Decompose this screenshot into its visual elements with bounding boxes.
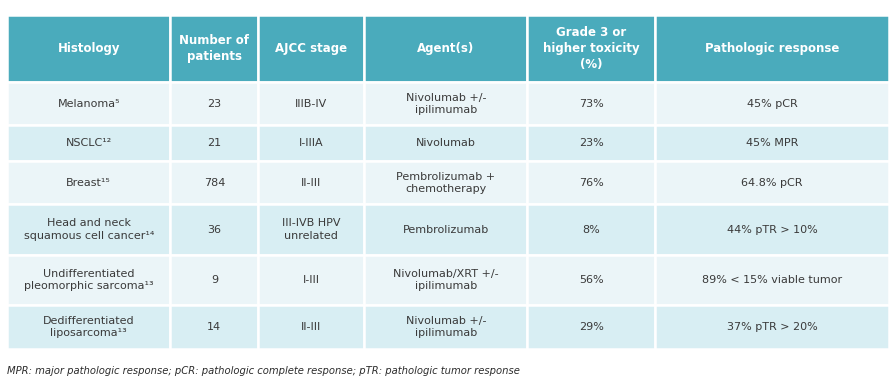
Text: Undifferentiated
pleomorphic sarcoma¹³: Undifferentiated pleomorphic sarcoma¹³	[24, 269, 153, 291]
Text: 8%: 8%	[582, 225, 600, 235]
Text: I-IIIA: I-IIIA	[299, 138, 323, 148]
Text: II-III: II-III	[301, 178, 322, 188]
FancyBboxPatch shape	[7, 126, 170, 161]
FancyBboxPatch shape	[655, 161, 889, 205]
FancyBboxPatch shape	[7, 15, 170, 82]
FancyBboxPatch shape	[528, 15, 655, 82]
FancyBboxPatch shape	[655, 305, 889, 349]
Text: Pembrolizumab: Pembrolizumab	[402, 225, 489, 235]
FancyBboxPatch shape	[258, 82, 365, 126]
FancyBboxPatch shape	[528, 205, 655, 255]
Text: 45% MPR: 45% MPR	[745, 138, 798, 148]
FancyBboxPatch shape	[258, 15, 365, 82]
FancyBboxPatch shape	[655, 126, 889, 161]
Text: Nivolumab +/-
ipilimumab: Nivolumab +/- ipilimumab	[406, 316, 486, 338]
Text: 14: 14	[207, 322, 221, 332]
Text: Melanoma⁵: Melanoma⁵	[57, 99, 120, 109]
FancyBboxPatch shape	[7, 255, 170, 305]
Text: Nivolumab/XRT +/-
ipilimumab: Nivolumab/XRT +/- ipilimumab	[393, 269, 498, 291]
Text: 37% pTR > 20%: 37% pTR > 20%	[727, 322, 817, 332]
Text: 23%: 23%	[579, 138, 604, 148]
FancyBboxPatch shape	[528, 161, 655, 205]
FancyBboxPatch shape	[7, 305, 170, 349]
FancyBboxPatch shape	[365, 305, 528, 349]
Text: Histology: Histology	[57, 43, 120, 55]
Text: Nivolumab: Nivolumab	[416, 138, 476, 148]
FancyBboxPatch shape	[655, 205, 889, 255]
FancyBboxPatch shape	[365, 82, 528, 126]
Text: Pembrolizumab +
chemotherapy: Pembrolizumab + chemotherapy	[396, 172, 495, 194]
FancyBboxPatch shape	[258, 305, 365, 349]
FancyBboxPatch shape	[365, 255, 528, 305]
FancyBboxPatch shape	[655, 15, 889, 82]
Text: 784: 784	[203, 178, 225, 188]
Text: Nivolumab +/-
ipilimumab: Nivolumab +/- ipilimumab	[406, 93, 486, 115]
FancyBboxPatch shape	[258, 126, 365, 161]
Text: MPR: major pathologic response; pCR: pathologic complete response; pTR: patholog: MPR: major pathologic response; pCR: pat…	[7, 366, 520, 376]
Text: Agent(s): Agent(s)	[418, 43, 474, 55]
Text: NSCLC¹²: NSCLC¹²	[65, 138, 112, 148]
FancyBboxPatch shape	[365, 205, 528, 255]
Text: III-IVB HPV
unrelated: III-IVB HPV unrelated	[282, 218, 340, 241]
Text: Head and neck
squamous cell cancer¹⁴: Head and neck squamous cell cancer¹⁴	[23, 218, 154, 241]
Text: I-III: I-III	[303, 275, 320, 285]
FancyBboxPatch shape	[528, 82, 655, 126]
Text: Pathologic response: Pathologic response	[705, 43, 840, 55]
FancyBboxPatch shape	[365, 15, 528, 82]
FancyBboxPatch shape	[7, 161, 170, 205]
FancyBboxPatch shape	[528, 255, 655, 305]
FancyBboxPatch shape	[170, 305, 258, 349]
Text: 44% pTR > 10%: 44% pTR > 10%	[727, 225, 817, 235]
Text: 64.8% pCR: 64.8% pCR	[741, 178, 803, 188]
Text: II-III: II-III	[301, 322, 322, 332]
Text: 29%: 29%	[579, 322, 604, 332]
FancyBboxPatch shape	[170, 15, 258, 82]
FancyBboxPatch shape	[170, 126, 258, 161]
FancyBboxPatch shape	[170, 205, 258, 255]
FancyBboxPatch shape	[258, 205, 365, 255]
Text: Breast¹⁵: Breast¹⁵	[66, 178, 111, 188]
FancyBboxPatch shape	[528, 305, 655, 349]
FancyBboxPatch shape	[258, 161, 365, 205]
FancyBboxPatch shape	[365, 161, 528, 205]
Text: 36: 36	[207, 225, 221, 235]
Text: 45% pCR: 45% pCR	[746, 99, 797, 109]
Text: 76%: 76%	[579, 178, 604, 188]
Text: 9: 9	[211, 275, 218, 285]
FancyBboxPatch shape	[258, 255, 365, 305]
FancyBboxPatch shape	[7, 205, 170, 255]
Text: IIIB-IV: IIIB-IV	[295, 99, 327, 109]
Text: Dedifferentiated
liposarcoma¹³: Dedifferentiated liposarcoma¹³	[43, 316, 134, 338]
FancyBboxPatch shape	[170, 161, 258, 205]
Text: 56%: 56%	[579, 275, 604, 285]
FancyBboxPatch shape	[655, 255, 889, 305]
FancyBboxPatch shape	[7, 82, 170, 126]
FancyBboxPatch shape	[655, 82, 889, 126]
FancyBboxPatch shape	[528, 126, 655, 161]
Text: 73%: 73%	[579, 99, 604, 109]
Text: 23: 23	[207, 99, 221, 109]
FancyBboxPatch shape	[170, 255, 258, 305]
Text: Number of
patients: Number of patients	[179, 34, 249, 63]
Text: 21: 21	[207, 138, 221, 148]
FancyBboxPatch shape	[170, 82, 258, 126]
Text: 89% < 15% viable tumor: 89% < 15% viable tumor	[702, 275, 842, 285]
Text: Grade 3 or
higher toxicity
(%): Grade 3 or higher toxicity (%)	[543, 26, 640, 71]
Text: AJCC stage: AJCC stage	[275, 43, 348, 55]
FancyBboxPatch shape	[365, 126, 528, 161]
